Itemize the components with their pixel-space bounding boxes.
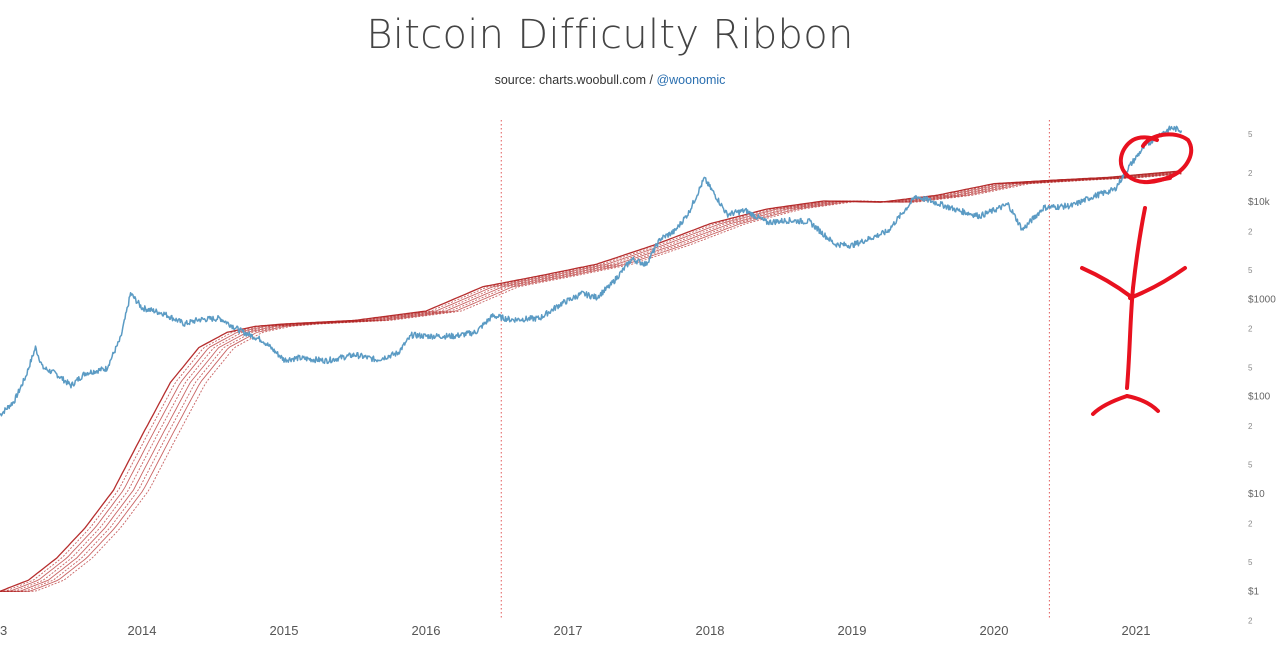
y-tick-label-minor: 5 <box>1248 363 1253 372</box>
price-series <box>0 125 1183 417</box>
ribbon-band-4 <box>0 171 1182 592</box>
y-tick-label-major: $100 <box>1248 392 1271 403</box>
y-tick-label-major: $10 <box>1248 489 1265 500</box>
x-axis: 3 2014 2015 2016 2017 2018 2019 2020 2021 <box>0 623 1150 638</box>
x-tick-label-2018: 2018 <box>696 623 725 638</box>
halving-lines <box>500 120 1050 620</box>
y-tick-label-minor: 2 <box>1248 325 1253 334</box>
source-text: source: charts.woobull.com / <box>494 73 657 87</box>
x-tick-label-3: 3 <box>0 623 7 638</box>
ribbon-band-7 <box>0 173 1182 592</box>
y-tick-label-minor: 2 <box>1248 227 1253 236</box>
x-tick-label-2014: 2014 <box>128 623 157 638</box>
y-tick-label-major: $10k <box>1248 197 1271 208</box>
y-tick-label-major: $1000 <box>1248 294 1276 305</box>
x-tick-label-2021: 2021 <box>1122 623 1151 638</box>
chart-title: Bitcoin Difficulty Ribbon <box>366 12 854 58</box>
annotation-body <box>1125 286 1135 390</box>
annotation-leg-right <box>1125 394 1160 413</box>
y-tick-label-minor: 5 <box>1248 266 1253 275</box>
y-tick-label-minor: 2 <box>1248 422 1253 431</box>
x-tick-label-2020: 2020 <box>980 623 1009 638</box>
y-tick-label-minor: 2 <box>1248 169 1253 178</box>
x-tick-label-2017: 2017 <box>554 623 583 638</box>
ribbon-band-3 <box>0 171 1182 592</box>
x-tick-label-2016: 2016 <box>412 623 441 638</box>
annotation-arm-left <box>1080 266 1132 298</box>
annotation-leg-left <box>1091 394 1129 416</box>
x-tick-label-2015: 2015 <box>270 623 299 638</box>
ribbon-band-1 <box>0 170 1182 592</box>
ribbon-band-8 <box>0 173 1182 592</box>
y-tick-label-minor: 5 <box>1248 461 1253 470</box>
hand-drawn-annotation <box>1080 132 1194 416</box>
ribbon-band-2 <box>0 170 1182 592</box>
annotation-tail <box>1146 176 1172 184</box>
source-handle-link[interactable]: @woonomic <box>656 73 726 87</box>
annotation-arm-right <box>1128 266 1187 300</box>
annotation-head-line <box>1131 206 1147 290</box>
difficulty-ribbon <box>0 170 1182 592</box>
ribbon-band-6 <box>0 172 1182 592</box>
y-axis: $1 $10 $100 $1000 $10k 2 5 2 5 2 5 2 5 2 2 5 <box>1248 130 1276 625</box>
price-line <box>0 125 1183 417</box>
ribbon-band-5 <box>0 172 1182 592</box>
y-tick-label-minor: 2 <box>1248 519 1253 528</box>
y-tick-label-minor: 2 <box>1248 617 1253 626</box>
y-tick-label-major: $1 <box>1248 586 1260 597</box>
x-tick-label-2019: 2019 <box>838 623 867 638</box>
y-tick-label-minor: 5 <box>1248 558 1253 567</box>
y-tick-label-minor: 5 <box>1248 130 1253 139</box>
chart-source: source: charts.woobull.com / @woonomic <box>0 73 1220 87</box>
